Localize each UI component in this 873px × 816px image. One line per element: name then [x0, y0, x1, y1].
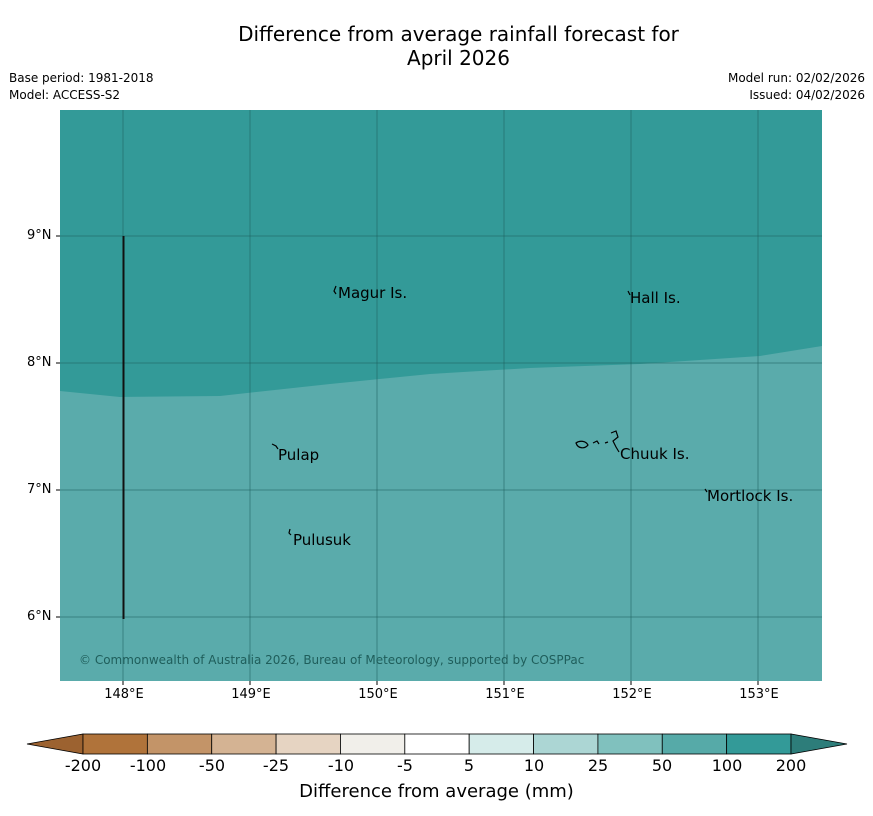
colorbar-segment	[146, 733, 213, 755]
colorbar-extend-high	[790, 733, 848, 755]
lon-label: 150°E	[358, 687, 398, 702]
colorbar-tick-label: 25	[587, 756, 609, 775]
lat-label: 9°N	[27, 228, 52, 243]
lon-label: 153°E	[739, 687, 779, 702]
model-run: Model run: 02/02/2026	[727, 71, 865, 85]
colorbar-tick-label: 200	[775, 756, 807, 775]
title-line-2: April 2026	[407, 46, 510, 70]
colorbar-segment	[340, 733, 406, 755]
issued-date: Issued: 04/02/2026	[749, 88, 865, 102]
island-pulap	[271, 443, 279, 450]
place-mortlock: Mortlock Is.	[707, 487, 794, 505]
colorbar-label: Difference from average (mm)	[299, 781, 574, 802]
lat-label: 7°N	[27, 482, 52, 497]
tick-marks	[56, 235, 759, 685]
island-chuuk-3	[604, 441, 609, 444]
colorbar-segment	[533, 733, 599, 755]
colorbar-tick-label: 5	[463, 756, 475, 775]
place-magur: Magur Is.	[338, 284, 408, 302]
meta-left: Base period: 1981-2018 Model: ACCESS-S2	[9, 70, 154, 104]
colorbar-segment	[597, 733, 663, 755]
lon-label: 152°E	[612, 687, 652, 702]
meta-right: Model run: 02/02/2026 Issued: 04/02/2026	[728, 70, 865, 104]
colorbar-tick-label: 100	[711, 756, 743, 775]
island-mortlock	[704, 488, 708, 493]
colorbar-tick-label: -25	[262, 756, 290, 775]
colorbar-extend-low	[26, 733, 84, 755]
colorbar-tick-label: -5	[397, 756, 413, 775]
lat-label: 6°N	[27, 609, 52, 624]
lat-label: 8°N	[27, 355, 52, 370]
colorbar-segment	[404, 733, 470, 755]
lon-label: 148°E	[104, 687, 144, 702]
title-line-1: Difference from average rainfall forecas…	[238, 22, 679, 46]
colorbar-tick-label: -10	[327, 756, 355, 775]
colorbar-tick-label: -200	[64, 756, 102, 775]
base-period: Base period: 1981-2018	[9, 71, 154, 85]
colorbar-tick-label: -50	[198, 756, 226, 775]
colorbar-segment	[726, 733, 792, 755]
island-outlines	[271, 285, 708, 536]
place-hall: Hall Is.	[630, 289, 681, 307]
place-chuuk: Chuuk Is.	[620, 445, 690, 463]
copyright-notice: © Commonwealth of Australia 2026, Bureau…	[79, 653, 585, 667]
colorbar-segment	[211, 733, 277, 755]
island-chuuk-1	[575, 440, 589, 449]
colorbar-segment	[275, 733, 341, 755]
colorbar-tick-label: -100	[129, 756, 167, 775]
colorbar-tick-label: 10	[523, 756, 545, 775]
island-magur	[333, 285, 337, 295]
place-pulusuk: Pulusuk	[293, 531, 351, 549]
island-chuuk-reef	[610, 430, 620, 453]
island-hall	[627, 290, 631, 296]
colorbar-segment	[82, 733, 148, 755]
island-pulusuk	[288, 528, 292, 536]
colorbar-segment	[468, 733, 534, 755]
colorbar-tick-label: 50	[651, 756, 673, 775]
lon-label: 151°E	[485, 687, 525, 702]
island-chuuk-2	[592, 440, 600, 445]
lon-label: 149°E	[231, 687, 271, 702]
colorbar-segment	[661, 733, 728, 755]
model-name: Model: ACCESS-S2	[9, 88, 121, 102]
map-title: Difference from average rainfall forecas…	[0, 22, 873, 70]
place-pulap: Pulap	[278, 446, 320, 464]
